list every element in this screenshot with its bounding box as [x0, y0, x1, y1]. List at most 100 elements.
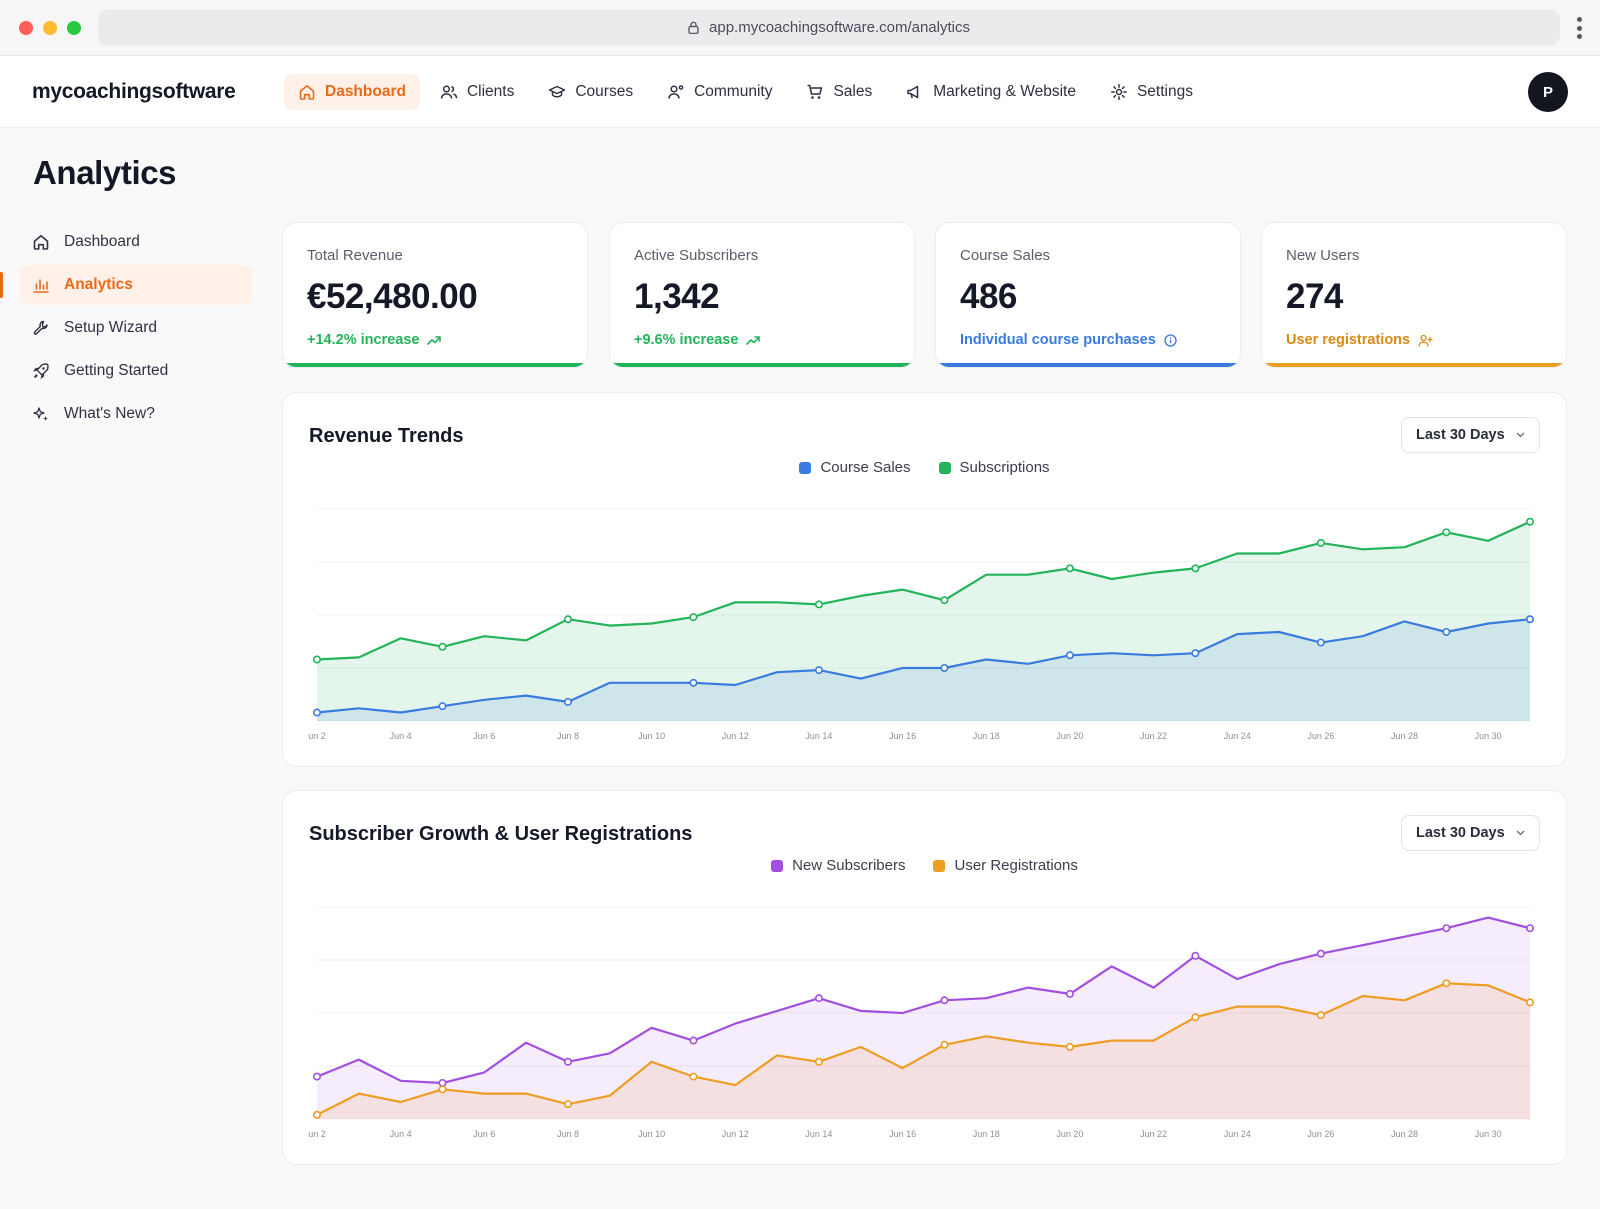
- stat-change-text: Individual course purchases: [960, 332, 1156, 348]
- data-point: [438, 642, 447, 651]
- sidebar-item-getting-started[interactable]: Getting Started: [20, 351, 252, 391]
- sidebar-item-label: Setup Wizard: [64, 319, 158, 336]
- x-tick-label: Jun 8: [557, 731, 579, 741]
- x-tick-label: Jun 10: [638, 1129, 665, 1139]
- stat-change: +14.2% increase: [307, 332, 442, 348]
- nav-marketing-website[interactable]: Marketing & Website: [892, 74, 1090, 110]
- x-tick-label: Jun 18: [973, 731, 1000, 741]
- x-tick-label: un 2: [308, 1129, 326, 1139]
- home-icon: [33, 235, 49, 250]
- stat-label: New Users: [1286, 247, 1360, 264]
- x-tick-label: Jun 30: [1475, 731, 1502, 741]
- legend-item[interactable]: Course Sales: [799, 459, 911, 476]
- series-line: [316, 916, 1531, 1085]
- brand-logo[interactable]: mycoachingsoftware: [32, 80, 236, 103]
- x-tick-label: Jun 4: [390, 1129, 412, 1139]
- trend-up-icon: [746, 336, 761, 345]
- data-point: [563, 615, 572, 624]
- data-point: [940, 1040, 949, 1049]
- sidebar-item-setup-wizard[interactable]: Setup Wizard: [20, 308, 252, 348]
- nav-courses[interactable]: Courses: [534, 74, 647, 110]
- subscriber-growth-panel: Subscriber Growth & User Registrations L…: [282, 790, 1567, 1165]
- series-area: [317, 619, 1530, 721]
- x-tick-label: Jun 30: [1475, 1129, 1502, 1139]
- sidebar-item-dashboard[interactable]: Dashboard: [20, 222, 252, 262]
- stat-accent-bar: [936, 363, 1240, 367]
- data-point: [689, 613, 698, 622]
- sidebar-item-whats-new[interactable]: What's New?: [20, 394, 252, 434]
- chart-title: Subscriber Growth & User Registrations: [309, 823, 693, 845]
- nav-sales[interactable]: Sales: [792, 74, 886, 110]
- legend-label: Course Sales: [820, 459, 911, 476]
- stat-card-active-subscribers: Active Subscribers 1,342 +9.6% increase: [609, 222, 915, 368]
- nav-dashboard[interactable]: Dashboard: [284, 74, 420, 110]
- active-item-marker: [0, 272, 3, 298]
- x-tick-label: Jun 4: [390, 731, 412, 741]
- address-bar[interactable]: app.mycoachingsoftware.com/analytics: [98, 10, 1560, 45]
- lock-icon: [688, 21, 699, 34]
- x-tick-label: Jun 6: [473, 731, 495, 741]
- x-tick-label: Jun 12: [722, 731, 749, 741]
- nav-community-label: Community: [694, 83, 773, 100]
- stat-change-text: +14.2% increase: [307, 332, 420, 348]
- nav-clients-label: Clients: [466, 83, 515, 100]
- date-range-select[interactable]: Last 30 Days: [1401, 417, 1540, 453]
- data-point: [1316, 949, 1325, 958]
- sidebar: Dashboard Analytics Setup Wizard Getting…: [20, 222, 252, 437]
- x-tick-label: Jun 10: [638, 731, 665, 741]
- info-icon[interactable]: [1164, 333, 1177, 347]
- browser-menu-icon[interactable]: [1574, 17, 1584, 39]
- data-point: [814, 994, 823, 1003]
- legend-swatch: [799, 461, 812, 474]
- stat-accent-bar: [283, 363, 587, 367]
- stat-value: 486: [960, 277, 1017, 316]
- nav-clients[interactable]: Clients: [426, 74, 528, 110]
- data-point: [1526, 998, 1535, 1007]
- revenue-trends-panel: Revenue Trends Last 30 Days Course Sales…: [282, 392, 1567, 767]
- megaphone-icon: [907, 85, 919, 99]
- close-window-button[interactable]: [19, 21, 33, 35]
- top-navigation: mycoachingsoftware Dashboard Clients Cou…: [0, 56, 1600, 128]
- x-tick-label: Jun 16: [889, 1129, 916, 1139]
- stat-change: Individual course purchases: [960, 332, 1177, 348]
- nav-sales-label: Sales: [833, 83, 873, 100]
- x-tick-label: Jun 16: [889, 731, 916, 741]
- maximize-window-button[interactable]: [67, 21, 81, 35]
- data-point: [1191, 1013, 1200, 1022]
- stat-accent-bar: [1262, 363, 1566, 367]
- x-tick-label: Jun 14: [805, 1129, 832, 1139]
- nav-settings-label: Settings: [1136, 83, 1193, 100]
- nav-settings[interactable]: Settings: [1096, 74, 1207, 110]
- trend-up-icon: [427, 336, 442, 345]
- stat-value: 274: [1286, 277, 1343, 316]
- data-point: [814, 666, 823, 675]
- sidebar-item-label: Analytics: [64, 276, 133, 293]
- revenue-trends-chart: un 2 Jun 4 Jun 6 Jun 8 Jun 10 Jun 12 Jun 14 Jun…: [308, 508, 1535, 741]
- subscriber-growth-chart: un 2 Jun 4 Jun 6 Jun 8 Jun 10 Jun 12 Jun 14 Jun…: [308, 906, 1535, 1139]
- home-icon: [299, 85, 315, 100]
- data-point: [940, 596, 949, 605]
- community-icon: [668, 85, 684, 99]
- nav-community[interactable]: Community: [653, 74, 786, 110]
- data-point: [940, 663, 949, 672]
- data-point: [1442, 924, 1451, 933]
- data-point: [1316, 538, 1325, 547]
- sidebar-item-analytics[interactable]: Analytics: [20, 265, 252, 305]
- x-tick-label: Jun 14: [805, 731, 832, 741]
- minimize-window-button[interactable]: [43, 21, 57, 35]
- legend-item[interactable]: Subscriptions: [938, 459, 1050, 476]
- legend-item[interactable]: New Subscribers: [771, 857, 905, 874]
- series-line: [316, 520, 1531, 661]
- data-point: [1526, 615, 1535, 624]
- legend-label: Subscriptions: [959, 459, 1050, 476]
- legend-label: User Registrations: [954, 857, 1078, 874]
- user-avatar[interactable]: P: [1528, 72, 1568, 112]
- data-point: [814, 600, 823, 609]
- date-range-select[interactable]: Last 30 Days: [1401, 815, 1540, 851]
- data-point: [689, 1036, 698, 1045]
- x-tick-label: Jun 24: [1224, 731, 1251, 741]
- cart-icon: [807, 84, 823, 99]
- x-tick-label: Jun 18: [973, 1129, 1000, 1139]
- legend-item[interactable]: User Registrations: [933, 857, 1078, 874]
- date-range-label: Last 30 Days: [1416, 825, 1505, 841]
